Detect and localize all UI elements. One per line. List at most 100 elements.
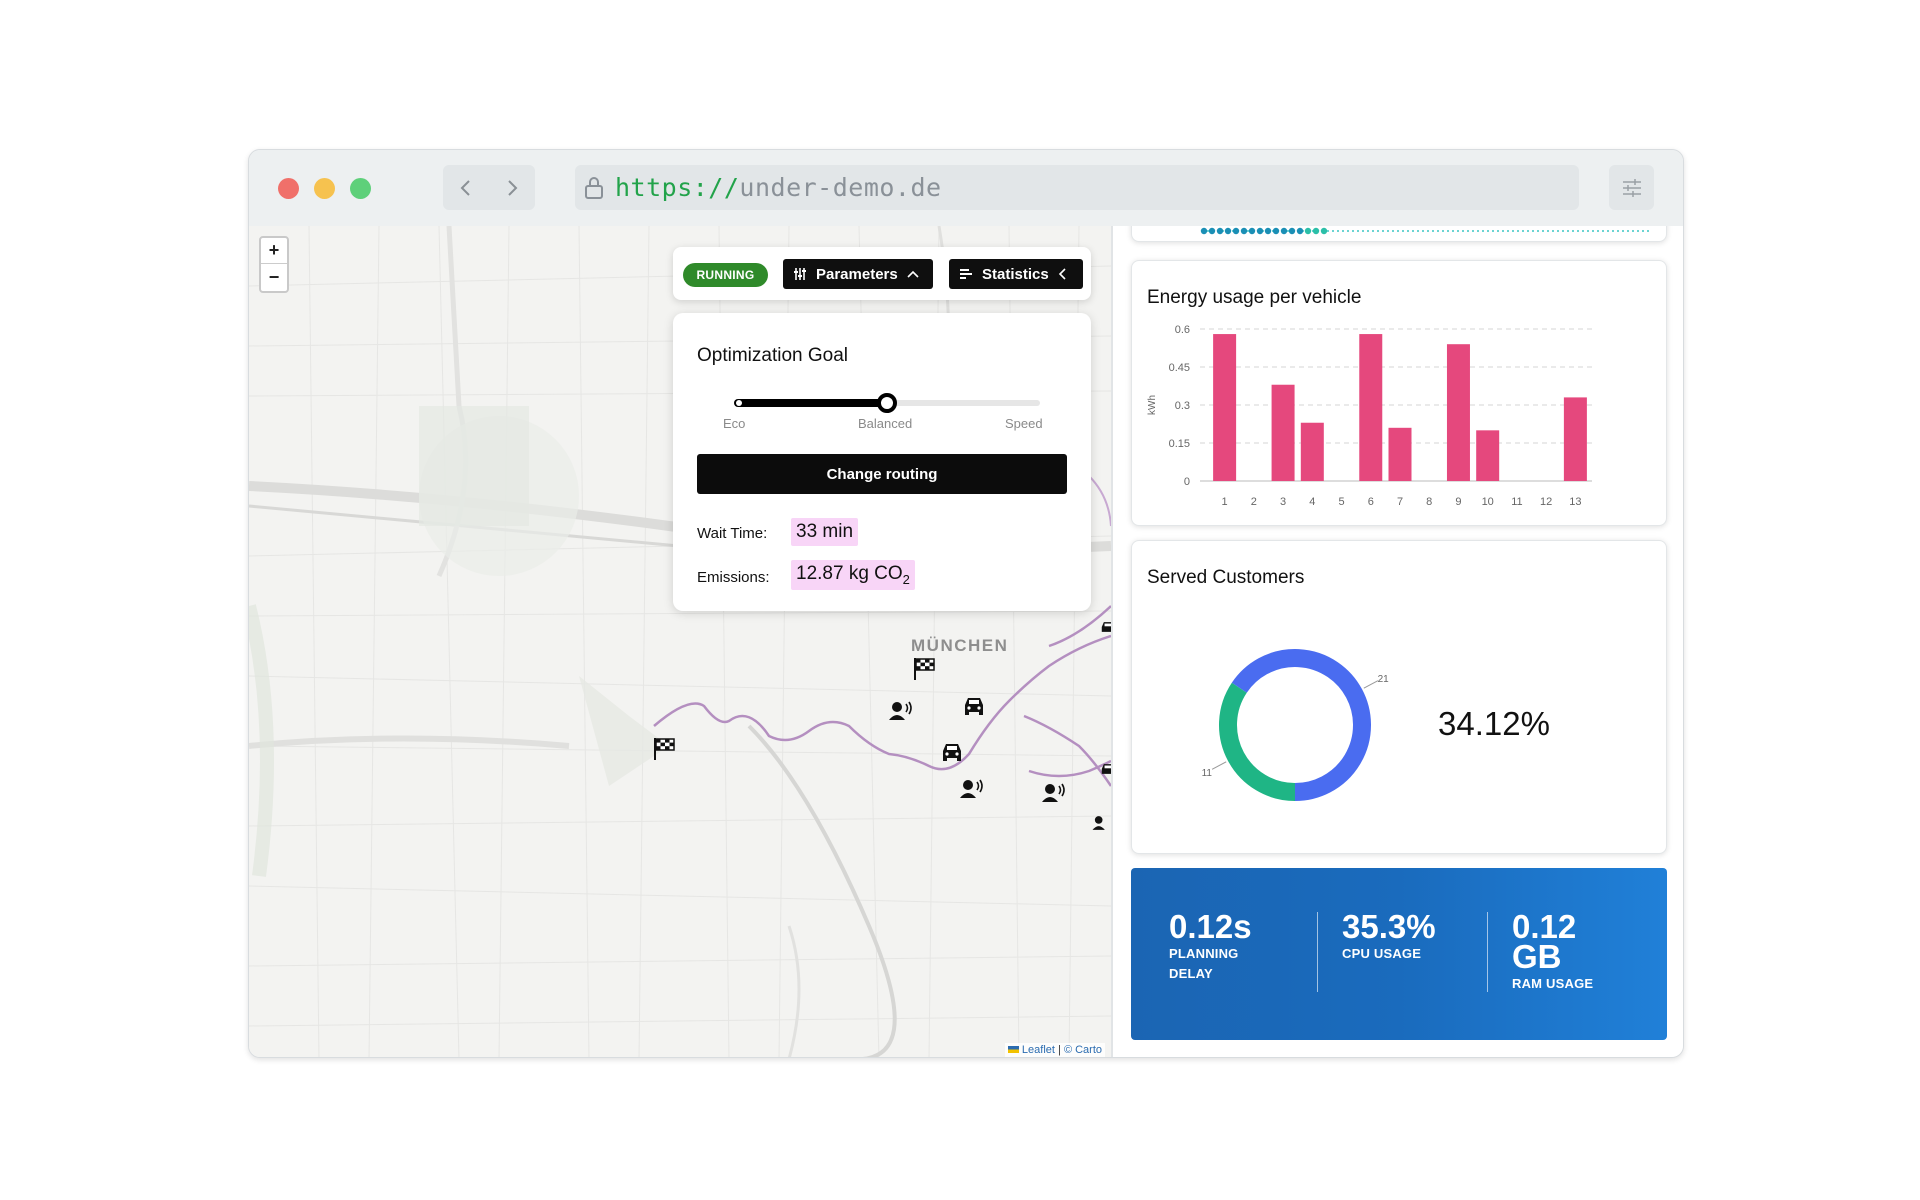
x-tick-label: 1 [1222, 496, 1228, 508]
previous-chart-dot [1320, 227, 1328, 235]
emissions-subscript: 2 [902, 571, 910, 587]
settings-button[interactable] [1609, 165, 1654, 210]
x-tick-label: 6 [1368, 496, 1374, 508]
slider-label-speed: Speed [1005, 416, 1043, 431]
ram-usage-label: RAM USAGE [1512, 976, 1594, 991]
customer-waiting-icon[interactable] [1091, 810, 1111, 836]
minimize-window-button[interactable] [314, 178, 335, 199]
customer-waiting-icon[interactable] [887, 698, 913, 724]
planning-delay-label-1: PLANNING [1169, 946, 1239, 961]
energy-bar [1476, 430, 1500, 481]
donut-label: 11 [1202, 768, 1213, 779]
x-tick-label: 8 [1426, 496, 1432, 508]
car-icon[interactable] [939, 738, 965, 764]
previous-chart-dot [1304, 227, 1312, 235]
energy-usage-card: Energy usage per vehicle 0 0.15 0.3 0.45 0.6… [1131, 260, 1667, 526]
previous-chart-dot [1296, 227, 1304, 235]
previous-chart-dot [1264, 227, 1272, 235]
url-protocol: https:// [615, 173, 740, 202]
donut-slice [1231, 649, 1371, 801]
y-tick-label: 0.6 [1175, 324, 1190, 336]
car-icon[interactable] [961, 692, 987, 718]
forward-button[interactable] [489, 165, 535, 210]
x-tick-label: 10 [1482, 496, 1494, 508]
lock-icon [585, 176, 603, 199]
parameters-label: Parameters [816, 265, 898, 283]
statistics-sidebar[interactable]: Energy usage per vehicle 0 0.15 0.3 0.45 0.6… [1113, 226, 1683, 1057]
energy-bar [1563, 397, 1587, 481]
served-donut-chart[interactable]: 21 11 [1132, 541, 1432, 855]
energy-bar [1300, 422, 1324, 481]
slider-label-balanced: Balanced [858, 416, 913, 431]
previous-chart-dot [1240, 227, 1248, 235]
energy-bar [1271, 384, 1295, 481]
ram-usage-value-1: 0.12 [1512, 908, 1577, 945]
metric-divider [1487, 912, 1488, 992]
parameters-button[interactable]: Parameters [783, 259, 933, 289]
previous-chart-dot [1256, 227, 1264, 235]
navigation-buttons [443, 165, 535, 210]
previous-chart-dot [1272, 227, 1280, 235]
energy-card-title: Energy usage per vehicle [1147, 287, 1362, 308]
previous-chart-dot [1232, 227, 1240, 235]
statistics-label: Statistics [982, 265, 1049, 283]
ukraine-flag-icon [1007, 1046, 1019, 1053]
cpu-usage-value: 35.3% [1342, 908, 1436, 945]
y-tick-label: 0 [1184, 476, 1190, 488]
x-tick-label: 3 [1280, 496, 1286, 508]
car-icon[interactable] [1099, 614, 1111, 640]
emissions-value: 12.87 kg CO2 [791, 560, 915, 590]
carto-link[interactable]: © Carto [1063, 1044, 1102, 1056]
change-routing-button[interactable]: Change routing [697, 454, 1067, 494]
slider-label-eco: Eco [723, 416, 746, 431]
panel-title: Optimization Goal [697, 345, 849, 366]
donut-slice [1219, 682, 1296, 801]
slider-fill [734, 399, 887, 407]
back-button[interactable] [443, 165, 489, 210]
energy-bar [1359, 334, 1383, 481]
car-icon[interactable] [1099, 756, 1111, 782]
energy-bar [1388, 427, 1412, 481]
map-view[interactable]: + − MÜNCHEN [249, 226, 1111, 1057]
statistics-button[interactable]: Statistics [949, 259, 1083, 289]
donut-leader-line [1363, 680, 1379, 689]
zoom-out-button[interactable]: − [268, 266, 280, 287]
emissions-amount: 12.87 kg CO [796, 563, 903, 584]
leaflet-link[interactable]: Leaflet [1021, 1044, 1055, 1056]
x-tick-label: 13 [1569, 496, 1581, 508]
previous-chart-dot [1216, 227, 1224, 235]
zoom-in-button[interactable]: + [261, 238, 287, 264]
title-bar: https://under-demo.de [249, 150, 1683, 226]
previous-chart-dot [1224, 227, 1232, 235]
zoom-control: + − [259, 236, 289, 293]
x-tick-label: 4 [1309, 496, 1315, 508]
wait-time-label: Wait Time: [697, 525, 768, 542]
ram-usage-metric: 0.12 GB RAM USAGE [1512, 908, 1594, 994]
maximize-window-button[interactable] [350, 178, 371, 199]
finish-flag-icon[interactable] [912, 656, 938, 682]
previous-chart-fragment [1200, 227, 1652, 235]
control-toolbar: RUNNING Parameters Statistics [673, 247, 1091, 300]
previous-chart-dot [1280, 227, 1288, 235]
y-tick-label: 0.15 [1169, 438, 1190, 450]
close-window-button[interactable] [278, 178, 299, 199]
address-bar[interactable]: https://under-demo.de [575, 165, 1579, 210]
served-card-title: Served Customers [1147, 567, 1305, 588]
chevron-left-icon [460, 179, 470, 196]
y-tick-label: 0.45 [1169, 362, 1190, 374]
customer-waiting-icon[interactable] [958, 776, 984, 802]
finish-flag-icon[interactable] [652, 736, 678, 762]
donut-leader-line [1211, 761, 1227, 770]
attribution-separator: | [1058, 1044, 1061, 1056]
city-label: MÜNCHEN [911, 636, 1009, 655]
system-stats-card: 0.12s PLANNING DELAY 35.3% CPU USAGE 0.1… [1131, 868, 1667, 1040]
x-tick-label: 2 [1251, 496, 1257, 508]
planning-delay-metric: 0.12s PLANNING DELAY [1169, 910, 1252, 984]
x-tick-label: 9 [1455, 496, 1461, 508]
previous-chart-dot [1248, 227, 1256, 235]
slider-thumb[interactable] [877, 393, 897, 413]
ram-usage-value-2: GB [1512, 938, 1562, 975]
map-tiles [249, 226, 1111, 1057]
customer-waiting-icon[interactable] [1040, 780, 1066, 806]
